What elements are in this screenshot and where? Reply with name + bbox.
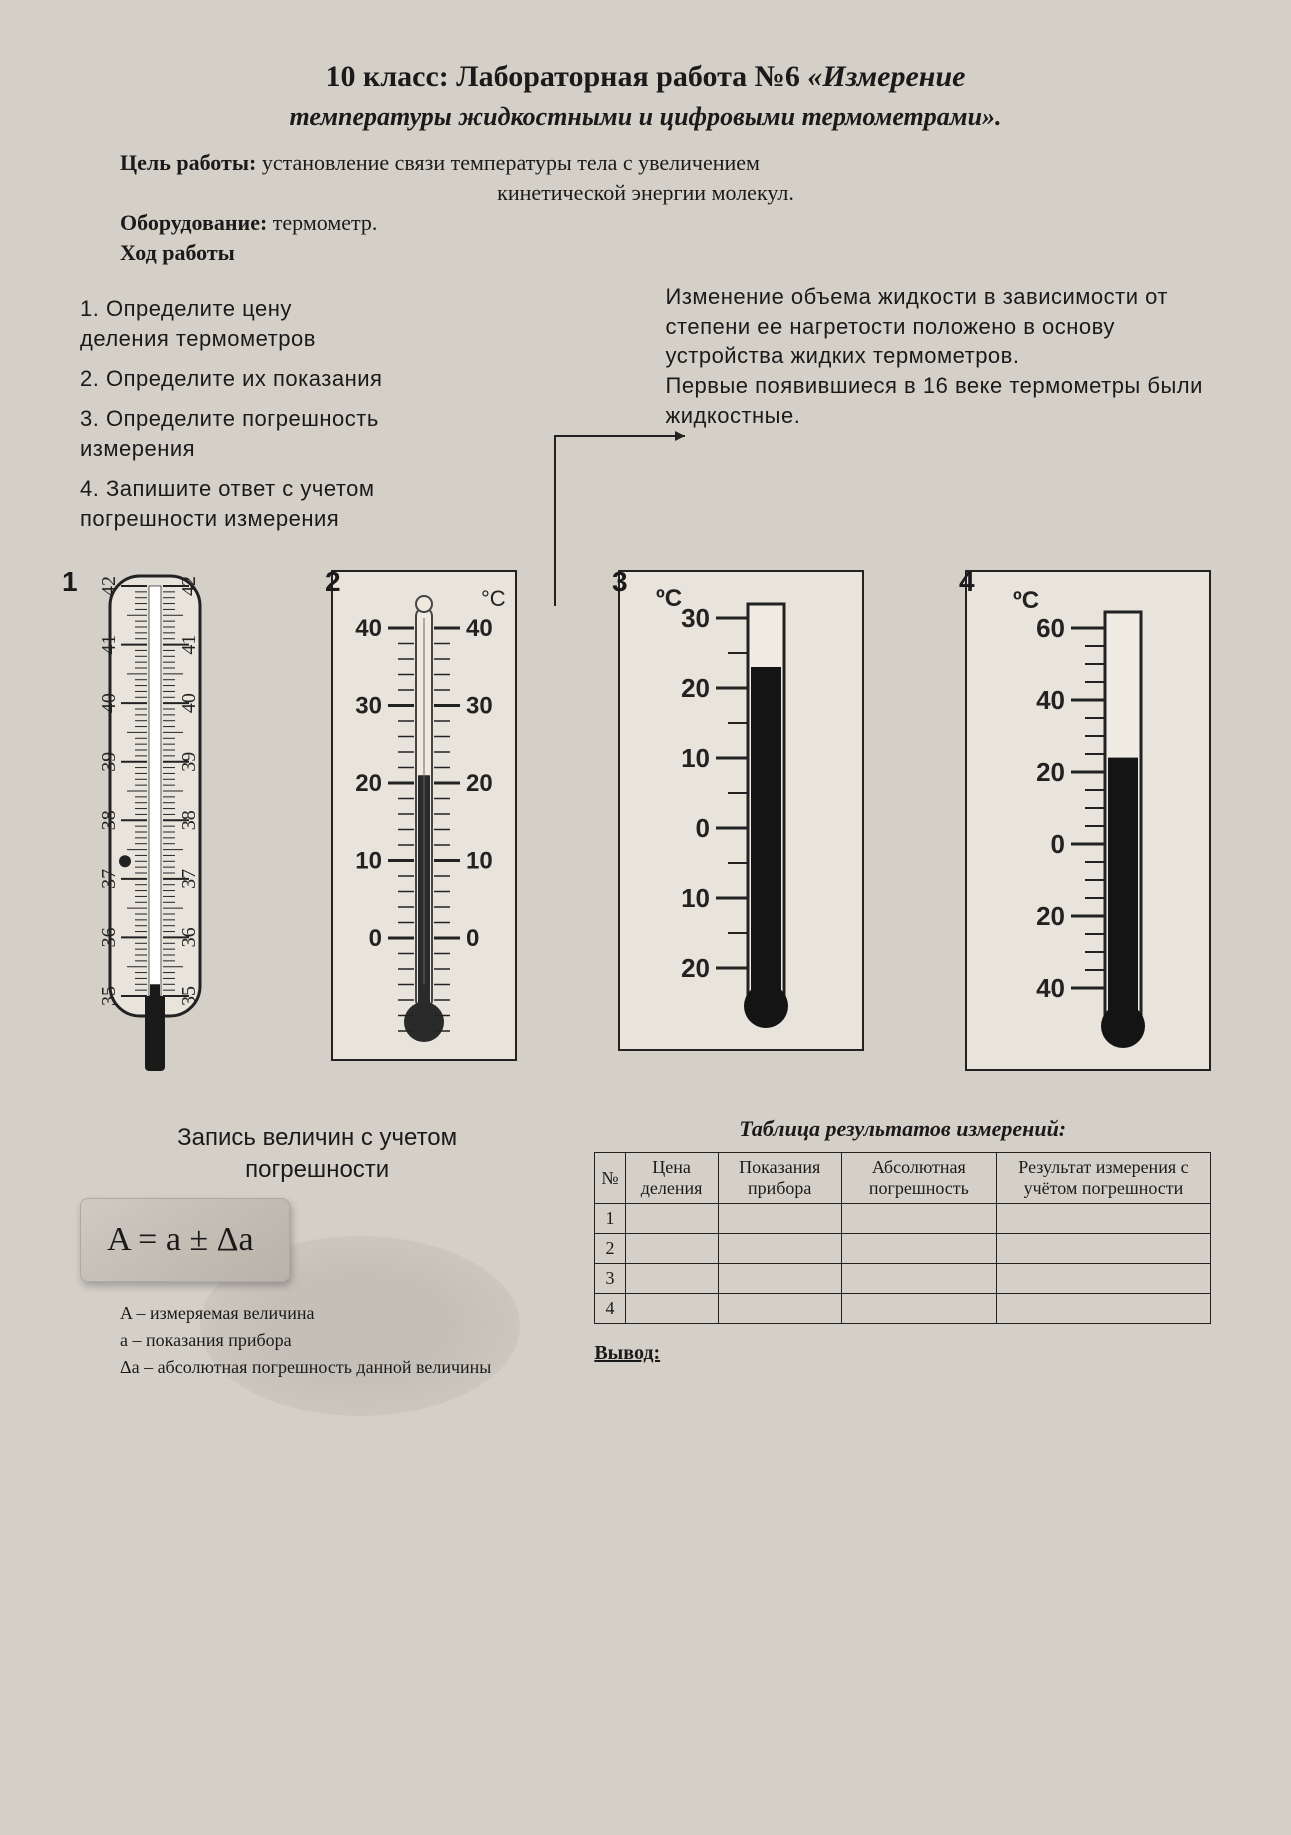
svg-text:ºC: ºC (1013, 587, 1039, 614)
table-title: Таблица результатов измерений: (594, 1116, 1211, 1142)
equipment-line: Оборудование: термометр. (120, 210, 1171, 236)
svg-text:41: 41 (178, 635, 200, 655)
table-row: 4 (595, 1294, 1211, 1324)
step-1b: деления термометров (80, 326, 626, 352)
svg-text:20: 20 (681, 673, 710, 703)
svg-text:10: 10 (466, 848, 493, 875)
thermometer-2: 2 °C001010202030304040 (331, 566, 517, 1061)
svg-text:40: 40 (178, 693, 200, 713)
th-abs-err: Абсолютная погрешность (841, 1153, 996, 1204)
svg-text:40: 40 (466, 615, 493, 642)
svg-text:39: 39 (178, 752, 200, 772)
record-title-2: погрешности (80, 1156, 554, 1184)
table-row: 1 (595, 1204, 1211, 1234)
thermo-4-svg: ºC 40 20 0 20 40 60 (973, 578, 1203, 1058)
thermo-4-label: 4 (959, 566, 975, 598)
svg-text:10: 10 (681, 883, 710, 913)
info-text: Изменение объема жидкости в зависимости … (666, 282, 1212, 430)
table-section: Таблица результатов измерений: № Цена де… (594, 1116, 1211, 1381)
svg-text:38: 38 (178, 810, 200, 830)
formula-section: Запись величин с учетом погрешности A = … (80, 1116, 554, 1381)
step-2: 2. Определите их показания (80, 366, 626, 392)
svg-text:40: 40 (1036, 973, 1065, 1003)
svg-text:20: 20 (1036, 901, 1065, 931)
svg-text:35: 35 (178, 986, 200, 1006)
svg-text:42: 42 (178, 576, 200, 596)
svg-text:10: 10 (355, 848, 382, 875)
bottom-row: Запись величин с учетом погрешности A = … (80, 1116, 1211, 1381)
svg-text:ºC: ºC (656, 585, 682, 612)
svg-text:36: 36 (178, 927, 200, 947)
formula-card: A = a ± Δa (80, 1198, 290, 1282)
legend: A – измеряемая величина a – показания пр… (120, 1300, 554, 1381)
page-subtitle: температуры жидкостными и цифровыми терм… (80, 102, 1211, 132)
step-4b: погрешности измерения (80, 506, 626, 532)
svg-text:°C: °C (481, 586, 506, 611)
table-header-row: № Цена деления Показания прибора Абсолют… (595, 1153, 1211, 1204)
th-reading: Показания прибора (718, 1153, 841, 1204)
thermo-2-label: 2 (325, 566, 341, 598)
svg-text:37: 37 (98, 869, 120, 889)
thermometer-row: 1 35353636373738383939404041414242 2 °C0… (80, 566, 1211, 1086)
table-row: 2 (595, 1234, 1211, 1264)
step-3a: 3. Определите погрешность (80, 406, 626, 432)
table-row: 3 (595, 1264, 1211, 1294)
svg-text:30: 30 (681, 603, 710, 633)
equipment-text: термометр. (273, 210, 378, 235)
svg-text:40: 40 (1036, 685, 1065, 715)
svg-text:60: 60 (1036, 613, 1065, 643)
svg-text:30: 30 (466, 693, 493, 720)
svg-text:0: 0 (696, 813, 710, 843)
svg-text:0: 0 (1051, 829, 1065, 859)
svg-text:0: 0 (466, 925, 479, 952)
svg-text:37: 37 (178, 869, 200, 889)
thermometer-3: 3 ºC20100102030 (618, 566, 864, 1051)
step-4a: 4. Запишите ответ с учетом (80, 476, 626, 502)
svg-text:35: 35 (98, 986, 120, 1006)
goal-text-1: установление связи температуры тела с ув… (262, 150, 760, 175)
thermo-3-svg: ºC 20 10 0 10 20 30 (626, 578, 856, 1038)
title-italic: «Измерение (807, 60, 965, 93)
goal-label: Цель работы: (120, 150, 262, 175)
procedure-label: Ход работы (120, 240, 1171, 266)
svg-text:10: 10 (681, 743, 710, 773)
svg-text:41: 41 (98, 635, 120, 655)
thermometer-1: 1 35353636373738383939404041414242 (80, 566, 230, 1086)
thermo-1-label: 1 (62, 566, 78, 598)
step-1a: 1. Определите цену (80, 296, 626, 322)
svg-text:30: 30 (355, 693, 382, 720)
goal-line-2: кинетической энергии молекул. (120, 180, 1171, 206)
svg-text:20: 20 (1036, 757, 1065, 787)
title-prefix: 10 класс: Лабораторная работа №6 (326, 60, 808, 93)
svg-text:38: 38 (98, 810, 120, 830)
svg-text:0: 0 (369, 925, 382, 952)
svg-text:40: 40 (98, 693, 120, 713)
conclusion-label: Вывод: (594, 1342, 1211, 1365)
svg-text:36: 36 (98, 927, 120, 947)
thermo-2-svg: °C 0 0 10 10 20 20 30 30 40 40 (339, 578, 509, 1048)
results-table: № Цена деления Показания прибора Абсолют… (594, 1152, 1211, 1324)
legend-line-1: A – измеряемая величина (120, 1300, 554, 1327)
thermometer-4: 4 ºC40200204060 (965, 566, 1211, 1071)
th-price: Цена деления (625, 1153, 718, 1204)
legend-line-3: Δa – абсолютная погрешность данной велич… (120, 1354, 554, 1381)
svg-text:42: 42 (98, 576, 120, 596)
thermo-3-label: 3 (612, 566, 628, 598)
equipment-label: Оборудование: (120, 210, 273, 235)
goal-line-1: Цель работы: установление связи температ… (120, 150, 1171, 176)
legend-line-2: a – показания прибора (120, 1327, 554, 1354)
svg-text:20: 20 (355, 770, 382, 797)
page-title: 10 класс: Лабораторная работа №6 «Измере… (80, 60, 1211, 94)
svg-text:20: 20 (466, 770, 493, 797)
th-result: Результат измерения с учётом погрешности (996, 1153, 1210, 1204)
thermo-1-svg: 35 35 36 36 37 37 38 38 39 39 40 40 41 41 42 42 (80, 566, 230, 1086)
svg-text:39: 39 (98, 752, 120, 772)
step-3b: измерения (80, 436, 626, 462)
svg-text:20: 20 (681, 953, 710, 983)
svg-text:40: 40 (355, 615, 382, 642)
th-num: № (595, 1153, 625, 1204)
record-title-1: Запись величин с учетом (80, 1124, 554, 1152)
